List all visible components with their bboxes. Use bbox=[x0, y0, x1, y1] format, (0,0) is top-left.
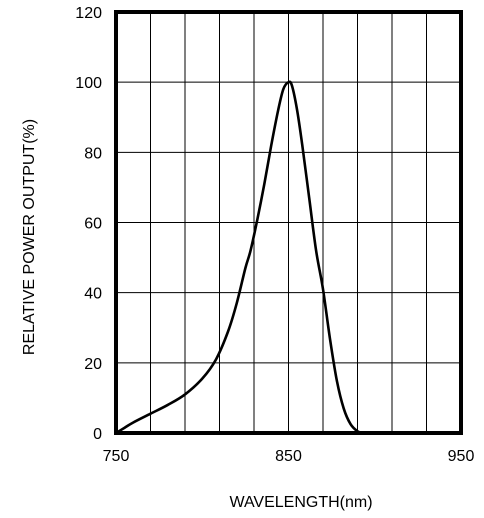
plot-frame bbox=[114, 10, 463, 435]
y-tick-label: 120 bbox=[75, 5, 102, 22]
x-tick-label: 950 bbox=[448, 448, 475, 465]
y-tick-label: 0 bbox=[93, 426, 102, 443]
series-line bbox=[114, 80, 364, 435]
series-curves bbox=[114, 80, 364, 435]
y-axis-ticks: 0 20 40 60 80 100 120 bbox=[75, 5, 102, 443]
x-axis-ticks: 750 850 950 bbox=[103, 448, 475, 465]
y-tick-label: 60 bbox=[84, 216, 102, 233]
y-tick-label: 100 bbox=[75, 75, 102, 92]
x-tick-label: 850 bbox=[275, 448, 302, 465]
grid bbox=[116, 12, 461, 433]
x-tick-label: 750 bbox=[103, 448, 130, 465]
y-tick-label: 20 bbox=[84, 356, 102, 373]
plot-border bbox=[114, 10, 463, 435]
y-tick-label: 80 bbox=[84, 145, 102, 162]
x-axis-label: WAVELENGTH(nm) bbox=[229, 494, 372, 511]
y-tick-label: 40 bbox=[84, 286, 102, 303]
y-axis-label: RELATIVE POWER OUTPUT(%) bbox=[21, 119, 38, 355]
